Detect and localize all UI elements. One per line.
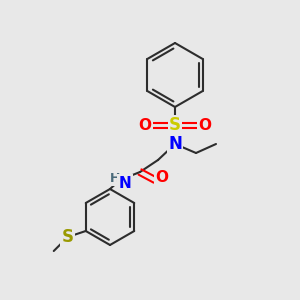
Text: O: O [155,170,169,185]
Text: S: S [169,116,181,134]
Text: H: H [110,172,120,184]
Text: N: N [118,176,131,190]
Text: O: O [199,118,212,133]
Text: N: N [168,135,182,153]
Text: O: O [139,118,152,133]
Text: S: S [62,228,74,246]
